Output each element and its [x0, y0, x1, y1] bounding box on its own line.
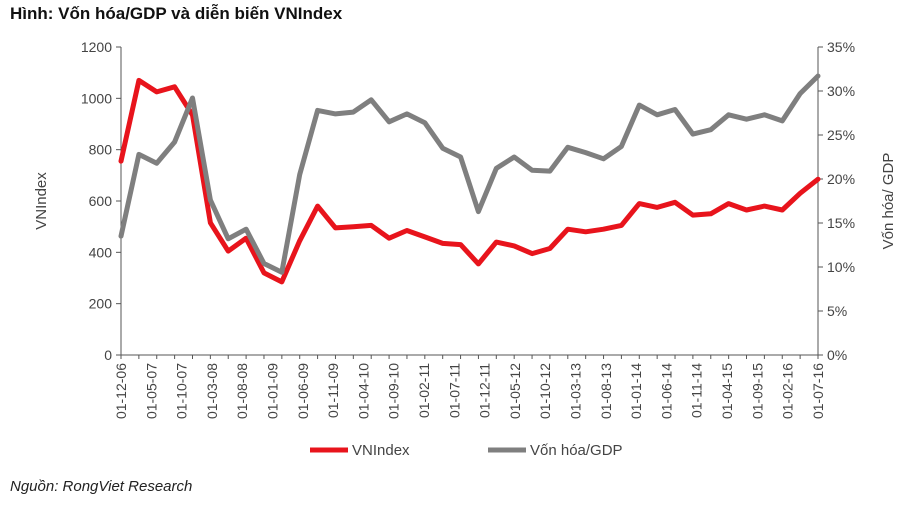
left-tick-label: 400: [89, 244, 113, 260]
left-tick-label: 800: [89, 142, 113, 158]
x-tick-label: 01-01-09: [265, 363, 281, 419]
right-tick-label: 20%: [827, 171, 855, 187]
x-tick-label: 01-10-12: [537, 363, 553, 419]
series-line-v-n-h-a-gdp: [118, 73, 821, 275]
x-tick-label: 01-07-16: [810, 363, 826, 419]
x-tick-label: 01-10-07: [174, 363, 190, 419]
right-tick-label: 25%: [827, 127, 855, 143]
x-tick-label: 01-09-10: [386, 363, 402, 419]
source-note: Nguồn: RongViet Research: [10, 478, 193, 495]
x-tick-label: 01-02-16: [780, 363, 796, 419]
right-tick-label: 35%: [827, 39, 855, 55]
x-tick-label: 01-06-14: [658, 363, 674, 419]
legend: VNIndex Vốn hóa/GDP: [310, 442, 623, 459]
right-tick-label: 30%: [827, 83, 855, 99]
x-tick-label: 01-12-06: [113, 363, 129, 419]
x-tick-label: 01-08-13: [598, 363, 614, 419]
right-tick-label: 5%: [827, 303, 847, 319]
series-line-vnindex: [118, 77, 821, 285]
x-tick-label: 01-09-15: [749, 363, 765, 419]
legend-label: Vốn hóa/GDP: [530, 442, 623, 459]
left-tick-label: 600: [89, 193, 113, 209]
x-tick-label: 01-07-11: [446, 363, 462, 418]
x-tick-label: 01-03-13: [568, 363, 584, 419]
left-tick-label: 1000: [81, 90, 112, 106]
x-tick-label: 01-01-14: [628, 363, 644, 419]
right-axis-title: Vốn hóa/ GDP: [880, 153, 897, 250]
legend-label: VNIndex: [352, 442, 410, 459]
x-tick-label: 01-03-08: [204, 363, 220, 419]
series-layer: [118, 73, 821, 285]
right-tick-label: 0%: [827, 347, 847, 363]
left-axis-title: VNIndex: [33, 172, 50, 230]
x-tick-label: 01-05-12: [507, 363, 523, 419]
x-tick-label: 01-06-09: [295, 363, 311, 419]
left-tick-label: 1200: [81, 39, 112, 55]
x-tick-label: 01-08-08: [234, 363, 250, 419]
chart-title: Hình: Vốn hóa/GDP và diễn biến VNIndex: [10, 4, 343, 23]
left-tick-label: 0: [104, 347, 112, 363]
x-tick-label: 01-11-09: [325, 363, 341, 418]
right-tick-label: 15%: [827, 215, 855, 231]
x-tick-label: 01-05-07: [143, 363, 159, 419]
x-tick-label: 01-02-11: [416, 363, 432, 418]
right-tick-label: 10%: [827, 259, 855, 275]
x-tick-label: 01-04-15: [719, 363, 735, 419]
x-tick-label: 01-12-11: [477, 363, 493, 418]
left-tick-label: 200: [89, 296, 113, 312]
x-tick-label: 01-04-10: [355, 363, 371, 419]
axes-layer: 0 200 400 600 800 1000 1200 0% 5% 10% 15% 20% 25% 30%…: [33, 39, 897, 419]
x-tick-label: 01-11-14: [689, 363, 705, 418]
